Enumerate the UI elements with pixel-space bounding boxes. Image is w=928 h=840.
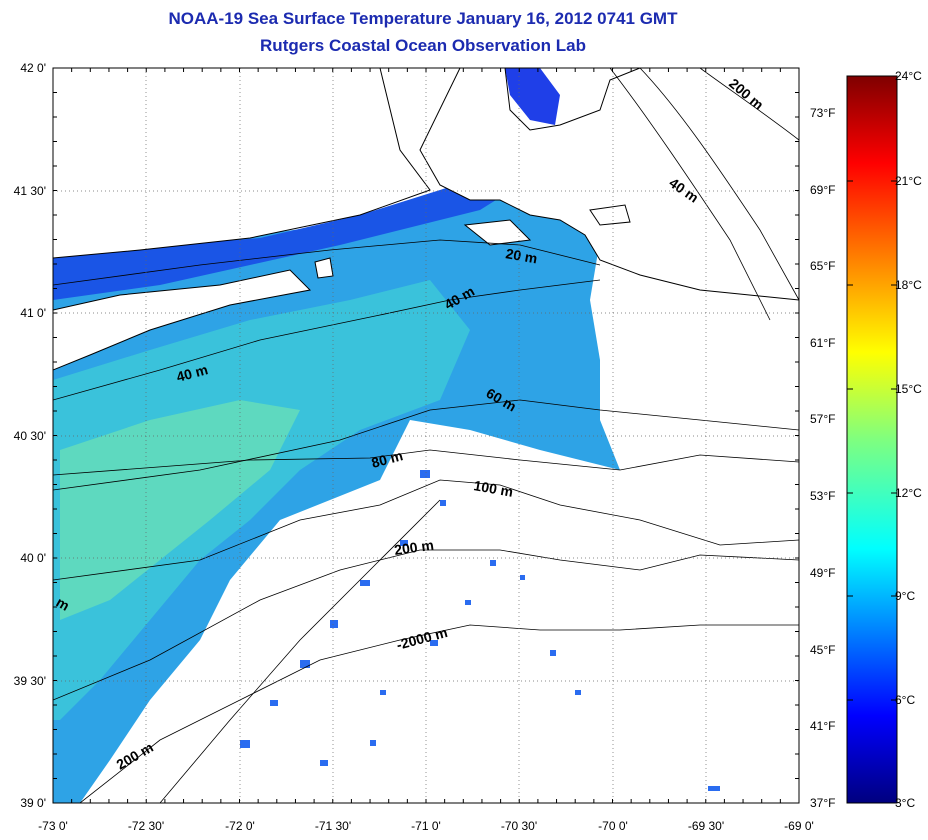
lat-tick-label: 39 0' — [20, 796, 46, 810]
celsius-label: 12°C — [895, 486, 922, 500]
lon-tick-label: -72 0' — [225, 819, 255, 833]
long-island — [53, 269, 312, 371]
fahrenheit-label: 65°F — [810, 259, 835, 273]
contour-40m — [53, 279, 601, 401]
fahrenheit-label: 57°F — [810, 412, 835, 426]
mainland-coast — [53, 68, 431, 259]
fahrenheit-label: 61°F — [810, 336, 835, 350]
contour-gulf-of-maine-1 — [639, 68, 799, 301]
contour-label: -2000 m — [395, 624, 450, 653]
celsius-label: 3°C — [895, 796, 915, 810]
celsius-label: 6°C — [895, 693, 915, 707]
contour-deep — [159, 499, 441, 803]
lat-tick-label: 41 0' — [20, 306, 46, 320]
gridlines — [53, 68, 799, 803]
lon-tick-label: -69 0' — [784, 819, 814, 833]
contour-80m — [53, 449, 799, 476]
celsius-label: 18°C — [895, 278, 922, 292]
colorbar-ticks — [847, 180, 897, 701]
celsius-label: 21°C — [895, 174, 922, 188]
contour-60m — [53, 399, 799, 491]
map-title: NOAA-19 Sea Surface Temperature January … — [168, 9, 678, 28]
lon-tick-label: -69 30' — [688, 819, 724, 833]
contour-label: 20 m — [504, 245, 538, 266]
cold-coastal-strip — [53, 170, 520, 300]
lon-tick-label: -73 0' — [38, 819, 68, 833]
sst-data-layer — [53, 68, 720, 803]
frame-ticks — [52, 67, 800, 804]
map-subtitle: Rutgers Coastal Ocean Observation Lab — [260, 36, 586, 55]
contour-gulf-of-maine-3 — [699, 68, 799, 141]
colorbar — [846, 75, 898, 804]
warmest-water-region — [60, 400, 300, 620]
cape-cod-bay-water — [505, 68, 560, 125]
lon-tick-label: -70 0' — [598, 819, 628, 833]
lat-tick-label: 41 30' — [14, 184, 46, 198]
fahrenheit-label: 69°F — [810, 183, 835, 197]
fahrenheit-label: 41°F — [810, 719, 835, 733]
fahrenheit-label: 53°F — [810, 489, 835, 503]
fahrenheit-label: 73°F — [810, 106, 835, 120]
contour-label: 200 m — [393, 537, 435, 558]
nantucket — [589, 204, 631, 226]
lat-tick-label: 40 0' — [20, 551, 46, 565]
celsius-label: 15°C — [895, 382, 922, 396]
bathymetry-contours — [53, 68, 799, 803]
fahrenheit-label: 37°F — [810, 796, 835, 810]
lon-tick-label: -70 30' — [501, 819, 537, 833]
contour-gulf-of-maine-2 — [609, 68, 771, 321]
scattered-cloud-gaps — [240, 470, 720, 791]
contour-2000m — [79, 624, 799, 803]
latitude-labels: 42 0' 41 30' 41 0' 40 30' 40 0' 39 30' 3… — [14, 61, 46, 810]
contour-label: 100 m — [472, 477, 514, 500]
fahrenheit-label: 49°F — [810, 566, 835, 580]
lon-tick-label: -71 30' — [315, 819, 351, 833]
contour-label: 40 m — [175, 361, 210, 385]
fahrenheit-label: 45°F — [810, 643, 835, 657]
massachusetts-coast — [419, 68, 799, 301]
lon-tick-label: -71 0' — [411, 819, 441, 833]
contour-label: 80 m — [370, 447, 405, 471]
colorbar-celsius-labels: 24°C 21°C 18°C 15°C 12°C 9°C 6°C 3°C — [895, 69, 922, 810]
lat-tick-label: 39 30' — [14, 674, 46, 688]
warmer-water-region — [53, 280, 470, 720]
celsius-label: 24°C — [895, 69, 922, 83]
longitude-labels: -73 0' -72 30' -72 0' -71 30' -71 0' -70… — [38, 819, 814, 833]
contour-20m — [53, 239, 601, 286]
lat-tick-label: 42 0' — [20, 61, 46, 75]
celsius-label: 9°C — [895, 589, 915, 603]
coastline-layer — [53, 68, 799, 371]
lon-tick-label: -72 30' — [128, 819, 164, 833]
block-island — [314, 257, 334, 279]
contour-200m — [53, 549, 799, 701]
marthas-vineyard — [463, 219, 532, 246]
contour-100m — [53, 479, 799, 581]
lat-tick-label: 40 30' — [14, 429, 46, 443]
colorbar-fahrenheit-labels: 73°F 69°F 65°F 61°F 57°F 53°F 49°F 45°F … — [810, 106, 835, 810]
